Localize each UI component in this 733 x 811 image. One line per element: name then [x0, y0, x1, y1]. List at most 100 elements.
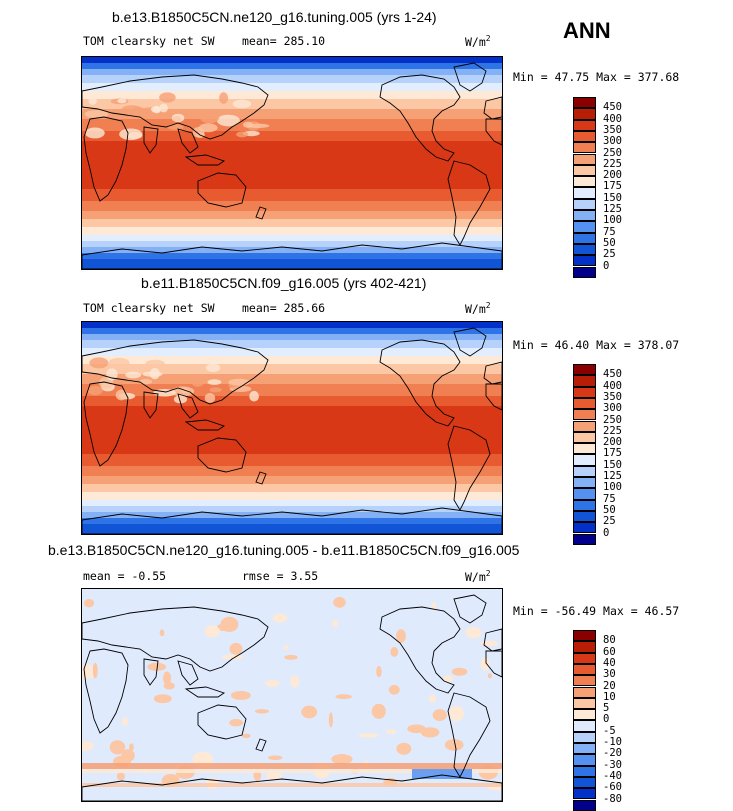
- panel1-map: [81, 56, 503, 270]
- land-patch: [87, 385, 103, 396]
- coastline: [483, 96, 502, 120]
- season-label: ANN: [563, 18, 611, 43]
- diff-patch: [121, 749, 135, 762]
- diff-patch: [396, 742, 412, 755]
- land-patch: [198, 123, 218, 133]
- diff-patch: [331, 754, 353, 765]
- land-patch: [204, 392, 216, 403]
- coastline: [255, 738, 267, 752]
- diff-patch: [480, 640, 499, 647]
- map-canvas: [82, 57, 502, 269]
- colorbar-label: 450: [603, 101, 622, 114]
- diff-patch: [444, 739, 464, 751]
- panel3-rmse: rmse = 3.55: [242, 569, 319, 583]
- land-patch: [115, 389, 128, 401]
- diff-patch: [254, 709, 270, 714]
- colorbar-swatch: [573, 364, 596, 376]
- colorbar-label: 50: [603, 236, 616, 249]
- diff-patch: [220, 616, 239, 632]
- latitude-band: [82, 75, 502, 83]
- diff-patch: [443, 675, 453, 683]
- colorbar-swatch: [573, 454, 596, 466]
- colorbar-swatch: [573, 465, 596, 477]
- colorbar-label: 80: [603, 634, 616, 647]
- colorbar-label: 125: [603, 203, 622, 215]
- coastline: [82, 74, 269, 140]
- diff-patch: [162, 671, 172, 685]
- coastline: [82, 774, 502, 801]
- land-patch: [145, 359, 165, 369]
- colorbar-swatch: [573, 788, 596, 800]
- diff-patch: [283, 644, 290, 650]
- panel3-mean: mean = -0.55: [83, 569, 167, 583]
- colorbar-label: 400: [603, 379, 622, 392]
- latitude-band: [82, 406, 502, 454]
- latitude-band: [82, 141, 502, 189]
- colorbar-swatch: [573, 731, 596, 743]
- land-patch: [232, 99, 252, 109]
- colorbar-swatch: [573, 776, 596, 789]
- diff-patch: [109, 740, 126, 755]
- colorbar-swatch: [573, 97, 596, 109]
- latitude-band: [82, 131, 502, 141]
- latitude-band: [82, 466, 502, 476]
- colorbar-label: 100: [603, 481, 622, 494]
- land-patch: [167, 124, 184, 130]
- panel2-map: [81, 321, 503, 535]
- diff-patch: [407, 724, 426, 734]
- land-patch: [209, 387, 222, 393]
- coastline: [184, 154, 226, 166]
- coastline: [485, 118, 502, 146]
- coastline: [143, 658, 159, 686]
- diff-patch: [266, 771, 282, 781]
- colorbar-swatch: [573, 754, 596, 766]
- land-patch: [219, 92, 229, 104]
- land-patch: [85, 127, 105, 139]
- diff-patch: [335, 694, 352, 700]
- colorbar-swatch: [573, 765, 596, 777]
- colorbar-swatch: [573, 130, 596, 143]
- colorbar-label: 0: [603, 713, 610, 726]
- colorbar-label: 20: [603, 679, 616, 692]
- diff-patch: [241, 733, 251, 739]
- colorbar-swatch: [573, 164, 596, 177]
- latitude-band: [82, 227, 502, 235]
- coastline: [197, 172, 247, 208]
- diff-patch: [82, 769, 502, 773]
- map-canvas: [82, 322, 502, 534]
- colorbar-label: 175: [603, 180, 622, 193]
- panel3-map: [81, 588, 503, 802]
- colorbar-label: 225: [603, 157, 622, 170]
- panel1-title: b.e13.B1850C5CN.ne120_g16.tuning.005 (yr…: [112, 9, 437, 25]
- map-canvas: [82, 589, 502, 801]
- diff-patch: [386, 729, 397, 735]
- coastline: [177, 660, 199, 686]
- latitude-band: [82, 109, 502, 119]
- latitude-band: [82, 83, 502, 91]
- panel1-minmax: Min = 47.75 Max = 377.68: [513, 70, 680, 84]
- colorbar-label: 175: [603, 447, 622, 460]
- colorbar-swatch: [573, 198, 596, 210]
- latitude-band: [82, 334, 502, 340]
- colorbar-label: 200: [603, 169, 622, 182]
- colorbar-swatch: [573, 641, 596, 653]
- land-patch: [149, 367, 160, 380]
- latitude-band: [82, 241, 502, 247]
- latitude-band: [82, 69, 502, 75]
- diff-patch: [358, 733, 380, 738]
- diff-patch: [230, 690, 251, 700]
- land-patch: [172, 116, 182, 122]
- colorbar-swatch: [573, 221, 596, 233]
- colorbar-label: -5: [603, 724, 616, 737]
- diff-patch: [265, 679, 280, 688]
- land-patch: [89, 357, 109, 369]
- coastline: [447, 425, 491, 511]
- latitude-band: [82, 512, 502, 518]
- colorbar-label: 350: [603, 123, 622, 136]
- latitude-band: [82, 253, 502, 259]
- coastline: [184, 686, 226, 698]
- latitude-band: [82, 374, 502, 384]
- latitude-band: [82, 189, 502, 201]
- coastline: [184, 419, 226, 431]
- diff-patch: [204, 625, 221, 638]
